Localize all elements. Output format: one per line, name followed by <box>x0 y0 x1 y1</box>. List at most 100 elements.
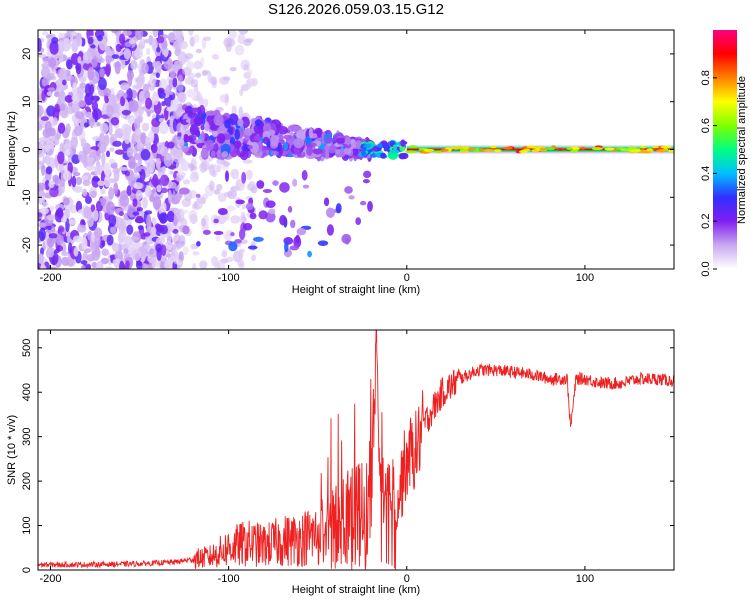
noise-blob <box>75 176 83 186</box>
signal-line-blob <box>546 147 556 151</box>
transition-blob <box>292 178 298 187</box>
y-tick-label: 300 <box>21 427 33 445</box>
noise-blob <box>193 201 198 209</box>
noise-blob <box>99 68 105 78</box>
transition-blob <box>335 203 342 214</box>
noise-blob <box>126 185 132 197</box>
noise-blob <box>144 243 151 250</box>
noise-blob <box>46 91 53 97</box>
transition-blob <box>341 233 352 244</box>
transition-blob <box>263 124 272 132</box>
signal-line-blob <box>655 149 667 153</box>
signal-line-blob <box>459 148 465 152</box>
noise-blob <box>158 122 169 135</box>
noise-blob <box>135 215 144 224</box>
noise-blob <box>100 122 109 134</box>
noise-blob <box>136 207 144 212</box>
transition-blob <box>272 180 279 186</box>
noise-blob <box>119 217 126 232</box>
noise-blob <box>57 151 65 165</box>
noise-blob <box>97 141 107 154</box>
transition-blob <box>283 134 293 140</box>
noise-blob <box>152 78 157 84</box>
noise-blob <box>71 41 79 53</box>
transition-blob <box>295 234 300 244</box>
noise-blob <box>85 111 93 119</box>
transition-blob <box>328 145 337 154</box>
noise-blob <box>83 122 89 128</box>
transition-blob <box>360 149 367 157</box>
noise-blob <box>194 92 203 102</box>
noise-blob <box>98 77 107 91</box>
noise-blob <box>180 209 189 214</box>
noise-blob <box>155 243 163 253</box>
colorbar-gradient <box>713 30 737 269</box>
signal-line-blob <box>620 148 632 152</box>
signal-line-blob <box>450 146 463 150</box>
noise-blob <box>215 233 221 242</box>
transition-blob <box>304 136 312 145</box>
transition-blob <box>229 136 236 145</box>
noise-blob <box>82 51 93 64</box>
noise-blob <box>145 141 152 151</box>
signal-line-blob <box>503 146 513 150</box>
transition-blob <box>399 152 409 160</box>
transition-blob <box>400 139 406 147</box>
noise-blob <box>139 168 146 182</box>
y-tick-label: 10 <box>21 96 33 108</box>
noise-blob <box>219 76 230 85</box>
y-tick-label: 100 <box>21 516 33 534</box>
noise-blob <box>80 138 87 148</box>
noise-blob <box>112 140 122 147</box>
noise-blob <box>95 260 104 269</box>
transition-blob <box>213 114 224 126</box>
noise-blob <box>242 159 253 164</box>
noise-blob <box>230 215 240 224</box>
spectrogram-y-axis-label: Frequency (Hz) <box>6 111 18 187</box>
noise-blob <box>103 134 110 147</box>
noise-blob <box>106 104 114 118</box>
signal-line-blob <box>639 145 647 149</box>
noise-blob <box>90 146 100 151</box>
noise-blob <box>172 77 178 88</box>
noise-blob <box>175 30 184 41</box>
noise-blob <box>156 36 165 44</box>
noise-blob <box>226 205 236 212</box>
transition-blob <box>262 136 270 145</box>
noise-blob <box>215 183 223 191</box>
transition-blob <box>194 129 201 138</box>
signal-line-blob <box>404 150 417 154</box>
noise-blob <box>47 247 54 258</box>
noise-blob <box>120 82 130 91</box>
noise-blob <box>63 197 70 206</box>
noise-blob <box>213 189 221 195</box>
transition-blob <box>370 153 378 158</box>
noise-blob <box>211 54 219 60</box>
x-tick-label: -200 <box>39 573 61 585</box>
noise-blob <box>209 180 215 192</box>
transition-blob <box>302 184 310 189</box>
colorbar-ticks: 0.0 0.2 0.4 0.6 0.8 <box>700 70 717 277</box>
noise-blob <box>111 54 120 59</box>
noise-blob <box>38 123 43 131</box>
transition-blob <box>355 140 362 150</box>
noise-blob <box>167 189 173 204</box>
x-tick-label: 0 <box>404 272 410 284</box>
transition-blob <box>312 148 323 155</box>
noise-blob <box>225 43 232 52</box>
noise-blob <box>108 187 115 200</box>
noise-blob <box>175 160 186 172</box>
transition-blob <box>359 200 367 206</box>
noise-blob <box>42 201 48 208</box>
transition-blob <box>316 127 322 139</box>
noise-blob <box>63 143 72 150</box>
transition-blob <box>249 141 259 154</box>
signal-line-blob <box>539 147 546 151</box>
noise-blob <box>154 60 162 73</box>
noise-blob <box>211 77 218 86</box>
noise-blob <box>146 214 152 228</box>
noise-blob <box>42 128 52 138</box>
transition-blob <box>252 236 264 242</box>
noise-blob <box>47 87 56 92</box>
